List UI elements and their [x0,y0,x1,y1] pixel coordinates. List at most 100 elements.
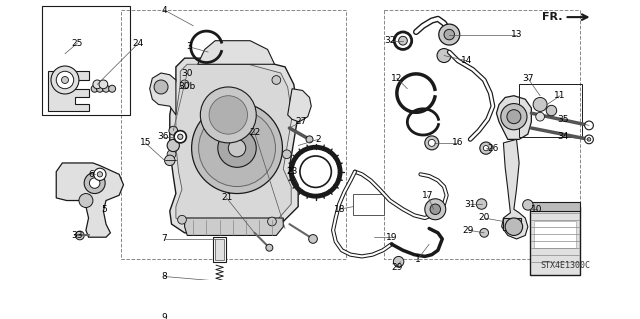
Circle shape [209,96,248,134]
Circle shape [56,71,74,89]
Text: 21: 21 [221,193,232,202]
Text: 30b: 30b [179,83,196,92]
Text: 9: 9 [162,313,168,319]
Polygon shape [184,218,284,235]
Text: 8: 8 [162,272,168,281]
Circle shape [588,137,591,141]
Circle shape [425,199,446,220]
Circle shape [425,136,439,150]
Circle shape [507,110,521,124]
Text: 17: 17 [422,191,433,200]
Circle shape [480,228,488,237]
Circle shape [178,134,183,139]
Text: 5: 5 [101,205,107,214]
Circle shape [200,87,256,143]
Circle shape [178,215,186,224]
Text: 6: 6 [88,170,94,179]
Circle shape [167,150,176,159]
Circle shape [97,85,104,92]
Circle shape [180,80,189,89]
Circle shape [212,313,227,319]
Circle shape [500,104,527,130]
Bar [42,6,130,115]
Text: 19: 19 [386,233,397,242]
Circle shape [476,199,487,209]
Circle shape [76,231,84,240]
Circle shape [282,150,291,159]
Bar [534,221,576,248]
Circle shape [439,24,460,45]
Text: 27: 27 [295,117,307,126]
Polygon shape [497,96,531,139]
Bar [519,84,582,137]
Text: 10: 10 [531,205,542,214]
Text: 11: 11 [554,91,566,100]
Circle shape [308,234,317,243]
Text: 29: 29 [463,226,474,235]
Bar [504,218,521,230]
Text: 3: 3 [186,42,192,51]
Circle shape [394,256,404,267]
Bar [530,202,580,211]
Text: 26: 26 [487,144,499,152]
Circle shape [584,121,593,130]
Text: 16: 16 [452,138,464,147]
Circle shape [102,85,109,92]
Text: 22: 22 [249,128,260,137]
Circle shape [399,36,407,45]
Circle shape [584,135,593,144]
Polygon shape [170,58,298,233]
Circle shape [268,217,276,226]
Circle shape [99,80,108,89]
Circle shape [93,80,102,89]
Polygon shape [47,71,88,111]
Text: 23: 23 [286,167,298,176]
Circle shape [444,29,454,40]
Polygon shape [198,41,275,64]
Circle shape [228,139,246,157]
Circle shape [218,129,256,167]
Text: FR.: FR. [542,12,563,22]
Circle shape [266,244,273,251]
Text: 32: 32 [384,36,396,45]
Circle shape [91,85,98,92]
Text: 33: 33 [72,231,83,240]
Circle shape [94,168,106,181]
Bar [384,10,580,259]
Text: 7: 7 [162,234,168,243]
Circle shape [306,136,313,143]
Text: 37: 37 [522,74,534,83]
Circle shape [198,110,275,187]
Text: 25: 25 [72,39,83,48]
Circle shape [480,142,492,154]
Circle shape [97,172,102,177]
Polygon shape [176,64,292,226]
Circle shape [216,317,223,319]
Text: 20: 20 [479,213,490,222]
Bar [121,10,346,259]
Text: 34: 34 [557,132,568,141]
Text: 24: 24 [132,39,144,48]
Circle shape [430,204,440,214]
Circle shape [167,139,179,152]
Circle shape [90,178,100,188]
Circle shape [536,112,545,121]
Circle shape [61,77,68,84]
Circle shape [533,98,547,111]
Text: 31: 31 [465,199,476,209]
Text: 1: 1 [415,255,420,263]
Bar [215,239,224,260]
Polygon shape [502,139,528,239]
Bar [214,237,226,262]
Polygon shape [56,163,124,237]
Text: 36: 36 [157,132,168,141]
Circle shape [164,155,175,166]
Circle shape [51,66,79,94]
Text: 12: 12 [391,74,403,83]
Circle shape [523,200,533,210]
Text: 30: 30 [182,69,193,78]
Text: 29: 29 [391,263,403,272]
Text: 2: 2 [316,135,321,144]
Circle shape [483,145,488,151]
Circle shape [546,105,557,116]
